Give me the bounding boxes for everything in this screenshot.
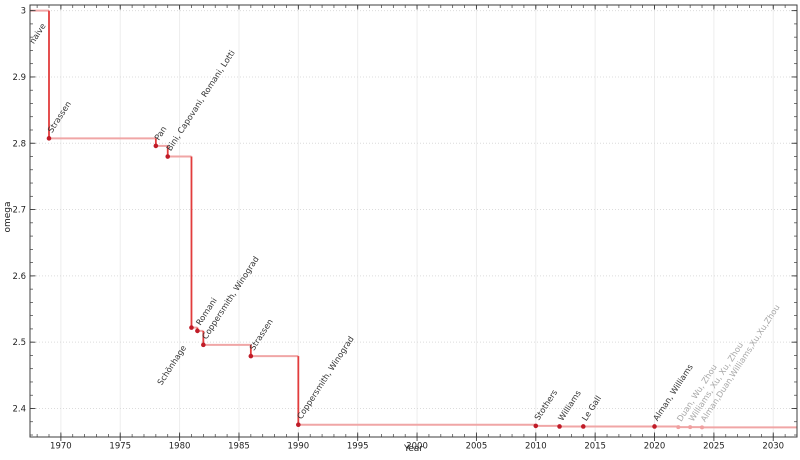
data-point (652, 424, 657, 429)
data-point (700, 425, 705, 430)
y-axis-title: omega (3, 201, 13, 233)
point-label: Coppersmith, Winograd (295, 334, 356, 421)
y-tick-label: 2.5 (12, 338, 26, 348)
data-point (248, 353, 254, 359)
x-tick-label: 1985 (228, 442, 250, 452)
point-label: Bini, Capovani, Romani, Lotti (164, 48, 237, 153)
x-tick-label: 2005 (466, 442, 488, 452)
data-point (580, 424, 586, 429)
y-tick-label: 2.4 (12, 404, 26, 414)
x-tick-label: 2030 (762, 442, 784, 452)
data-point (189, 325, 194, 330)
point-label: Le Gall (580, 394, 604, 423)
y-tick-label: 2.6 (12, 272, 26, 282)
data-point (46, 136, 52, 141)
data-point (201, 342, 206, 348)
x-tick-label: 1990 (288, 442, 310, 452)
y-tick-label: 3 (21, 7, 26, 17)
point-label: Strassen (247, 317, 275, 352)
x-tick-label: 2015 (584, 442, 606, 452)
data-point (165, 154, 171, 159)
point-label: Schönhage (155, 343, 188, 387)
x-tick-label: 2000 (406, 442, 428, 452)
y-tick-label: 2.7 (12, 206, 26, 216)
x-tick-label: 1995 (347, 442, 369, 452)
data-point (153, 143, 159, 149)
x-axis-title: Year (403, 444, 424, 454)
x-tick-label: 1980 (169, 442, 191, 452)
y-tick-label: 2.8 (12, 139, 26, 149)
x-tick-label: 2010 (525, 442, 547, 452)
data-point (688, 425, 693, 430)
data-point (296, 422, 301, 428)
point-label: Pan (152, 124, 168, 142)
y-tick-label: 2.9 (12, 73, 26, 83)
data-point (557, 424, 562, 429)
plot-border (29, 4, 798, 438)
x-tick-label: 1970 (50, 442, 72, 452)
x-tick-label: 2020 (644, 442, 666, 452)
x-tick-label: 1975 (109, 442, 131, 452)
data-point (676, 425, 681, 430)
x-tick-label: 2025 (703, 442, 725, 452)
data-point (195, 328, 200, 334)
point-label: Williams, Xu, Xu, Zhou (686, 340, 745, 423)
data-point (533, 423, 539, 429)
